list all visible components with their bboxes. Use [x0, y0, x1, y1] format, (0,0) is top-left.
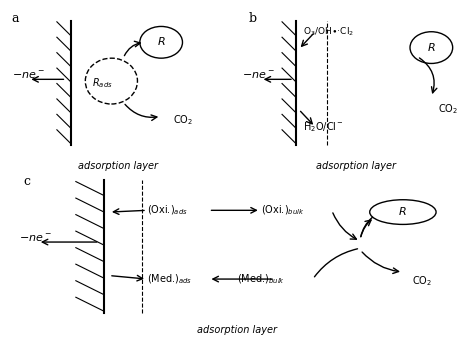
- Text: adsorption layer: adsorption layer: [197, 325, 277, 335]
- Text: R$_{ads}$: R$_{ads}$: [91, 76, 112, 90]
- Text: c: c: [24, 175, 31, 188]
- Text: $-ne^-$: $-ne^-$: [12, 70, 45, 81]
- Text: $-ne^-$: $-ne^-$: [242, 70, 274, 81]
- Text: O$_3$/OH$\bullet$·Cl$_2$: O$_3$/OH$\bullet$·Cl$_2$: [303, 25, 355, 38]
- Text: b: b: [249, 12, 257, 25]
- Text: R: R: [157, 37, 165, 47]
- Text: H$_2$O/Cl$^-$: H$_2$O/Cl$^-$: [303, 120, 344, 134]
- Text: CO$_2$: CO$_2$: [173, 113, 193, 127]
- Text: adsorption layer: adsorption layer: [79, 161, 158, 171]
- Text: CO$_2$: CO$_2$: [438, 102, 458, 116]
- Text: (Oxi.)$_{ads}$: (Oxi.)$_{ads}$: [147, 203, 188, 217]
- Text: (Med.)$_{ads}$: (Med.)$_{ads}$: [147, 272, 192, 286]
- Text: $-ne^-$: $-ne^-$: [19, 233, 52, 244]
- Text: R: R: [399, 207, 407, 217]
- Text: (Med.)$_{bulk}$: (Med.)$_{bulk}$: [237, 272, 285, 286]
- Text: adsorption layer: adsorption layer: [316, 161, 395, 171]
- Text: a: a: [12, 12, 19, 25]
- Text: CO$_2$: CO$_2$: [412, 274, 432, 288]
- Text: (Oxi.)$_{bulk}$: (Oxi.)$_{bulk}$: [261, 203, 304, 217]
- Text: R: R: [428, 43, 435, 53]
